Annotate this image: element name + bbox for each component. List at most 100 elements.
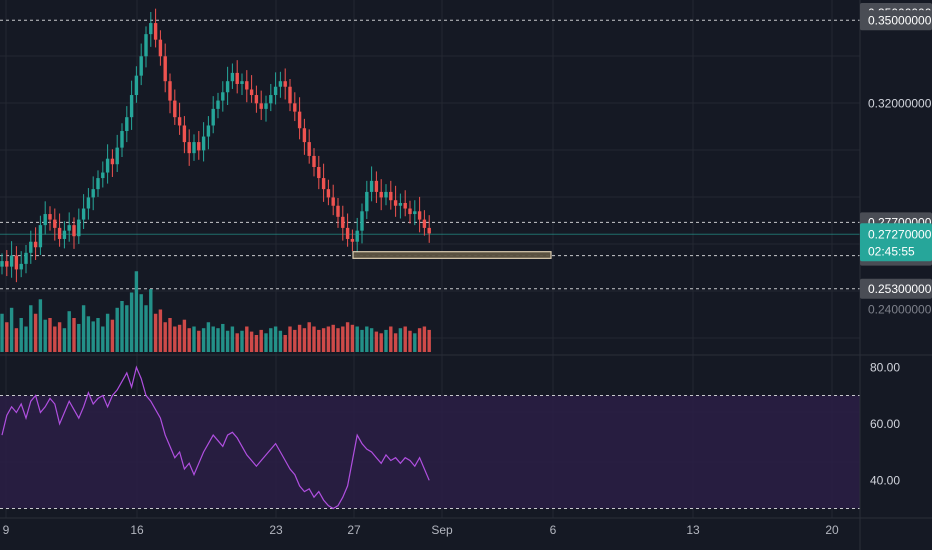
candle-body[interactable] [249, 89, 254, 96]
candle-body[interactable] [5, 261, 9, 267]
candle-body[interactable] [417, 211, 422, 220]
candle-body[interactable] [134, 75, 139, 96]
candle-body[interactable] [312, 155, 316, 167]
candle-body[interactable] [163, 56, 167, 82]
candle-body[interactable] [398, 202, 403, 206]
candle-body[interactable] [96, 178, 100, 190]
candle-body[interactable] [297, 111, 302, 129]
candle-body[interactable] [144, 34, 148, 57]
candle-body[interactable] [408, 208, 412, 215]
candle-body[interactable] [422, 219, 427, 228]
candle-body[interactable] [125, 117, 129, 132]
candle-body[interactable] [53, 219, 57, 228]
candle-body[interactable] [57, 227, 62, 239]
candle-body[interactable] [81, 208, 86, 220]
candlesticks[interactable] [0, 8, 431, 283]
candle-body[interactable] [336, 205, 340, 217]
candle-body[interactable] [110, 158, 115, 165]
candle-body[interactable] [24, 252, 28, 264]
candle-body[interactable] [91, 189, 95, 198]
candle-body[interactable] [72, 225, 76, 237]
level-350-badge[interactable]: 0.35000000 [860, 10, 932, 31]
candle-body[interactable] [115, 147, 119, 165]
candle-body[interactable] [168, 81, 172, 101]
candle-body[interactable] [240, 81, 244, 84]
support-zone-box[interactable] [352, 251, 552, 259]
time-axis[interactable]: 9 16 23 27 Sep 6 13 20 [3, 523, 839, 537]
candle-body[interactable] [38, 225, 43, 248]
candle-body[interactable] [321, 178, 326, 190]
candle-body[interactable] [0, 261, 4, 267]
candle-body[interactable] [153, 23, 158, 40]
candle-body[interactable] [201, 136, 206, 151]
candle-body[interactable] [9, 255, 14, 267]
candle-body[interactable] [365, 191, 369, 212]
candle-body[interactable] [389, 191, 393, 201]
candle-body[interactable] [350, 238, 355, 242]
candle-body[interactable] [293, 103, 297, 112]
candle-body[interactable] [403, 202, 407, 209]
candle-body[interactable] [413, 211, 417, 215]
candle-body[interactable] [384, 191, 388, 198]
candle-body[interactable] [158, 39, 163, 57]
candle-body[interactable] [307, 142, 311, 156]
candle-body[interactable] [197, 142, 201, 151]
candle-body[interactable] [269, 95, 273, 104]
candle-body[interactable] [173, 100, 177, 118]
candle-body[interactable] [139, 56, 143, 76]
candle-body[interactable] [33, 241, 38, 248]
candle-body[interactable] [331, 197, 335, 206]
candle-body[interactable] [67, 225, 71, 231]
candle-body[interactable] [360, 211, 364, 231]
candle-body[interactable] [86, 197, 91, 209]
candle-body[interactable] [379, 191, 383, 198]
candle-body[interactable] [177, 117, 182, 126]
candle-body[interactable] [129, 95, 134, 118]
candle-body[interactable] [264, 103, 268, 109]
candle-body[interactable] [105, 158, 110, 173]
candle-body[interactable] [43, 214, 47, 226]
candle-body[interactable] [19, 263, 23, 270]
candle-body[interactable] [120, 131, 124, 148]
candle-body[interactable] [254, 95, 259, 104]
candle-body[interactable] [192, 142, 196, 154]
price-scale[interactable]: 0.320000000.240000000.350000000.35000000… [860, 3, 932, 317]
candle-body[interactable] [245, 81, 249, 90]
candle-body[interactable] [182, 125, 187, 143]
candle-body[interactable] [149, 23, 153, 35]
candle-body[interactable] [355, 230, 359, 242]
candle-body[interactable] [235, 72, 239, 84]
candle-body[interactable] [345, 227, 350, 239]
candle-body[interactable] [225, 81, 230, 93]
candle-body[interactable] [283, 81, 287, 87]
candle-body[interactable] [273, 86, 278, 96]
current-price-badge[interactable]: 0.27270000 02:45:55 [860, 223, 932, 262]
candle-body[interactable] [302, 128, 307, 143]
candle-body[interactable] [278, 81, 283, 87]
candle-body[interactable] [326, 189, 331, 198]
candle-body[interactable] [216, 100, 220, 109]
candle-body[interactable] [221, 92, 225, 101]
rsi-scale[interactable]: 80.00 60.00 40.00 [870, 360, 900, 487]
candle-body[interactable] [230, 72, 235, 82]
candle-body[interactable] [369, 180, 374, 192]
candle-body[interactable] [211, 108, 215, 126]
candle-body[interactable] [187, 142, 191, 154]
candle-body[interactable] [206, 125, 211, 137]
candle-body[interactable] [317, 167, 321, 179]
candle-body[interactable] [77, 219, 81, 237]
level-253-badge[interactable]: 0.25300000 [860, 278, 932, 299]
candle-body[interactable] [374, 180, 379, 192]
candle-body[interactable] [14, 255, 19, 270]
candle-body[interactable] [62, 230, 67, 239]
candle-body[interactable] [259, 103, 263, 109]
candle-body[interactable] [393, 200, 398, 206]
candle-body[interactable] [29, 241, 33, 253]
candle-body[interactable] [341, 216, 345, 228]
support-zone[interactable] [352, 251, 552, 259]
candle-body[interactable] [101, 172, 105, 179]
candle-body[interactable] [427, 227, 431, 234]
candle-body[interactable] [48, 214, 52, 220]
candle-body[interactable] [288, 86, 292, 104]
